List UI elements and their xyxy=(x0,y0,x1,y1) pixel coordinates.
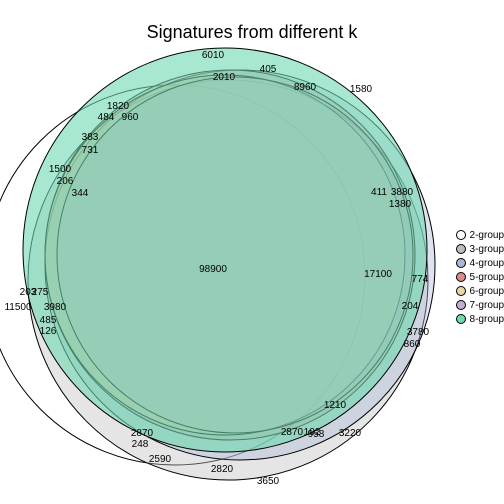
region-count: 6010 xyxy=(202,51,224,61)
region-count: 2870 xyxy=(281,428,303,438)
region-count: 248 xyxy=(132,440,149,450)
region-count: 774 xyxy=(412,275,429,285)
region-count: 860 xyxy=(404,340,421,350)
legend-swatch xyxy=(456,286,466,296)
legend-label: 7-group xyxy=(470,300,504,311)
region-count: 960 xyxy=(122,113,139,123)
region-count: 1580 xyxy=(350,85,372,95)
region-count: 485 xyxy=(40,316,57,326)
legend-item: 8-group xyxy=(456,312,504,326)
legend-swatch xyxy=(456,244,466,254)
legend-item: 3-group xyxy=(456,242,504,256)
venn-set-8-group xyxy=(23,48,427,452)
region-count: 1500 xyxy=(49,165,71,175)
legend-label: 3-group xyxy=(470,244,504,255)
region-count: 1210 xyxy=(324,401,346,411)
region-count: 3880 xyxy=(391,188,413,198)
legend-swatch xyxy=(456,300,466,310)
legend-label: 8-group xyxy=(470,314,504,325)
legend-item: 4-group xyxy=(456,256,504,270)
region-count: 102 xyxy=(304,428,321,438)
region-count: 206 xyxy=(57,177,74,187)
region-count: 2820 xyxy=(211,465,233,475)
legend-swatch xyxy=(456,314,466,324)
venn-diagram xyxy=(0,0,504,504)
region-count: 2870 xyxy=(131,429,153,439)
region-count: 1820 xyxy=(107,102,129,112)
region-count: 411 xyxy=(371,188,387,198)
region-count: 3980 xyxy=(44,303,66,313)
region-count: 3780 xyxy=(407,328,429,338)
region-count: 2010 xyxy=(213,73,235,83)
region-count: 275 xyxy=(32,288,49,298)
region-count: 204 xyxy=(402,302,419,312)
chart-container: Signatures from different k 601040520108… xyxy=(0,0,504,504)
legend: 2-group 3-group 4-group 5-group 6-group 7-gro… xyxy=(456,228,504,326)
legend-item: 2-group xyxy=(456,228,504,242)
region-count: 405 xyxy=(260,65,277,75)
region-count: 11500 xyxy=(4,303,31,313)
legend-swatch xyxy=(456,258,466,268)
legend-label: 5-group xyxy=(470,272,504,283)
region-count: 1380 xyxy=(389,200,411,210)
region-count: 8960 xyxy=(294,83,316,93)
region-count: 484 xyxy=(98,113,115,123)
legend-label: 4-group xyxy=(470,258,504,269)
region-count: 3650 xyxy=(257,477,279,487)
region-count: 126 xyxy=(40,327,57,337)
region-count: 98900 xyxy=(199,265,227,275)
region-count: 3220 xyxy=(339,429,361,439)
region-count: 344 xyxy=(72,189,89,199)
region-count: 731 xyxy=(82,146,99,156)
legend-item: 6-group xyxy=(456,284,504,298)
region-count: 2590 xyxy=(149,455,171,465)
legend-item: 7-group xyxy=(456,298,504,312)
region-count: 17100 xyxy=(364,270,392,280)
legend-swatch xyxy=(456,272,466,282)
legend-swatch xyxy=(456,230,466,240)
legend-item: 5-group xyxy=(456,270,504,284)
region-count: 383 xyxy=(82,133,99,143)
legend-label: 2-group xyxy=(470,230,504,241)
legend-label: 6-group xyxy=(470,286,504,297)
